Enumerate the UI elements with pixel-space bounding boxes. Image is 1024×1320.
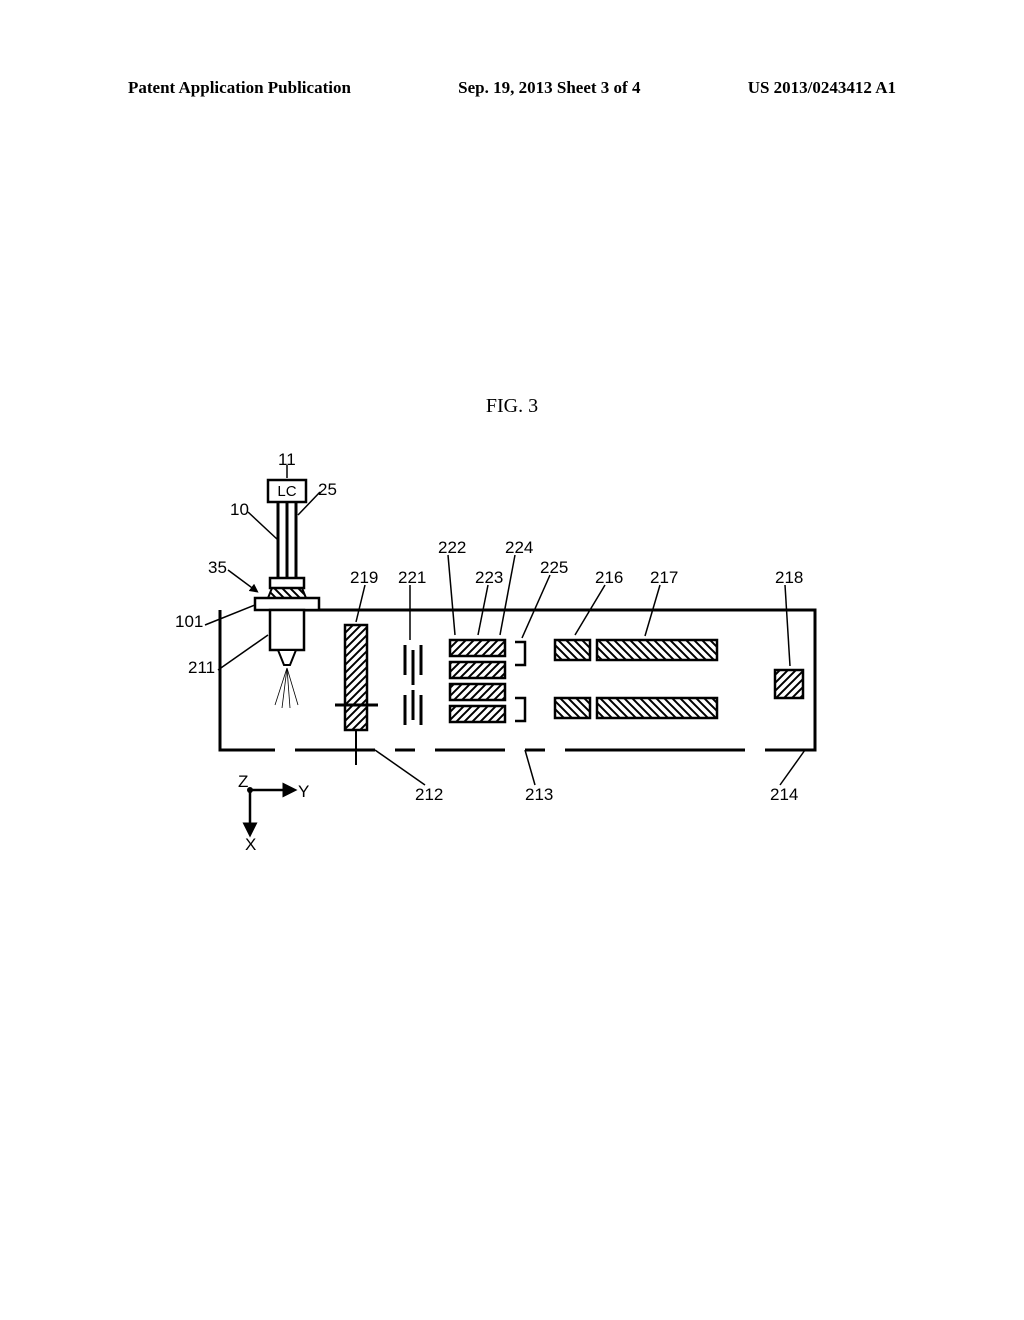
label-35: 35 [208,558,227,578]
diagram-svg: LC [200,450,840,870]
header-center: Sep. 19, 2013 Sheet 3 of 4 [458,78,640,98]
figure-title: FIG. 3 [0,395,1024,418]
label-212: 212 [415,785,443,805]
label-225: 225 [540,558,568,578]
label-10: 10 [230,500,249,520]
axis-x: X [245,835,256,855]
label-217: 217 [650,568,678,588]
label-222: 222 [438,538,466,558]
label-216: 216 [595,568,623,588]
figure-diagram: LC [200,450,840,870]
lc-box-text: LC [277,483,296,500]
label-219: 219 [350,568,378,588]
label-218: 218 [775,568,803,588]
axis-z: Z [238,772,248,792]
label-213: 213 [525,785,553,805]
label-223: 223 [475,568,503,588]
label-214: 214 [770,785,798,805]
label-11: 11 [278,450,296,470]
label-224: 224 [505,538,533,558]
label-25: 25 [318,480,337,500]
label-221: 221 [398,568,426,588]
axis-y: Y [298,782,309,802]
label-211: 211 [188,658,215,678]
label-101: 101 [175,612,203,632]
header-left: Patent Application Publication [128,78,351,98]
header-right: US 2013/0243412 A1 [748,78,896,98]
